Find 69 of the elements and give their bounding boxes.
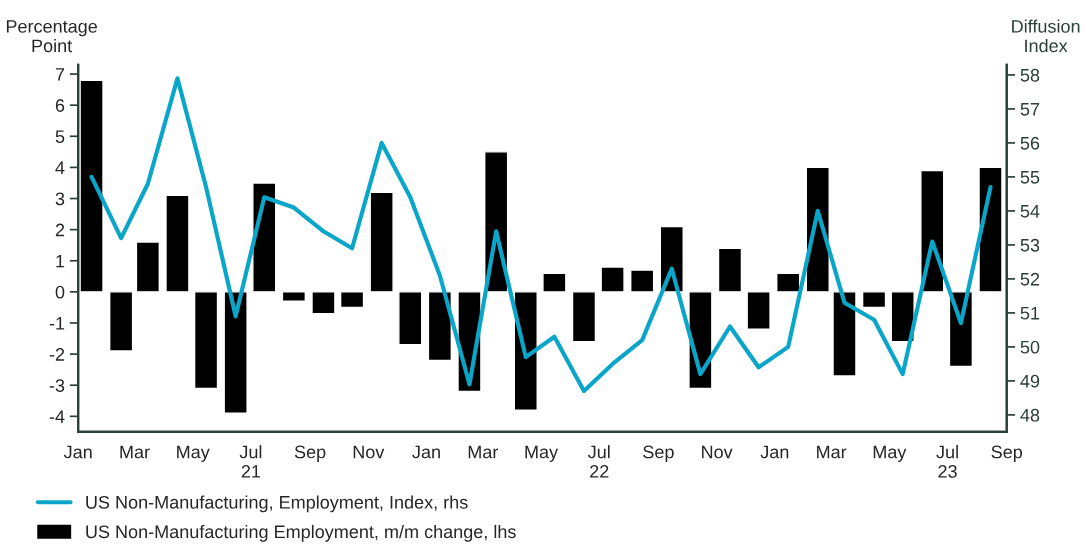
y-tick-label: 2 bbox=[55, 223, 65, 237]
x-tick-label: Sep bbox=[991, 445, 1023, 462]
y2-tick-label: 53 bbox=[1020, 238, 1040, 252]
x-tick-label: Mar bbox=[468, 445, 499, 459]
bar bbox=[746, 291, 771, 330]
bar bbox=[861, 291, 887, 309]
y-tick-label: 6 bbox=[55, 99, 65, 112]
x-tick-label: Jul 22 bbox=[587, 445, 610, 478]
y2-tick-label: 52 bbox=[1020, 272, 1040, 286]
legend-label: US Non-Manufacturing Employment, m/m change, lhs bbox=[86, 524, 516, 542]
bar bbox=[600, 266, 625, 293]
x-tick-label: May bbox=[525, 445, 559, 462]
bar bbox=[890, 291, 915, 343]
y2-tick-label: 50 bbox=[1020, 340, 1040, 354]
x-tick-label: Sep bbox=[643, 445, 674, 462]
y-tick-label: 1 bbox=[56, 254, 65, 268]
y2-tick-label: 57 bbox=[1020, 103, 1040, 116]
bar bbox=[571, 291, 597, 343]
y-tick-label: 4 bbox=[55, 161, 65, 174]
y-axis-title: Percentage Point bbox=[6, 20, 97, 53]
bar bbox=[776, 272, 801, 293]
x-tick-label: May bbox=[177, 445, 210, 462]
x-tick-label: Jan bbox=[760, 445, 789, 459]
y-tick-label: -4 bbox=[49, 410, 65, 423]
bar bbox=[108, 291, 134, 352]
bar bbox=[281, 291, 307, 302]
x-tick-label: Jan bbox=[412, 445, 440, 459]
x-tick-label: Jul 23 bbox=[936, 445, 958, 478]
bar bbox=[79, 79, 104, 293]
y2-tick-label: 49 bbox=[1020, 374, 1040, 388]
bar bbox=[630, 269, 655, 293]
bar bbox=[193, 291, 219, 390]
y2-tick-label: 58 bbox=[1020, 68, 1040, 82]
y-tick-label: 5 bbox=[55, 130, 65, 144]
bar bbox=[165, 194, 190, 293]
bar bbox=[978, 166, 1003, 293]
bar bbox=[427, 291, 453, 362]
x-tick-label: Jul 21 bbox=[239, 445, 262, 478]
bar bbox=[513, 291, 538, 411]
bar bbox=[542, 272, 567, 293]
y-tick-label: -1 bbox=[49, 317, 65, 330]
x-tick-label: Jan bbox=[63, 445, 92, 459]
y-tick-label: -3 bbox=[49, 379, 65, 392]
bar bbox=[311, 291, 336, 315]
y2-tick-label: 51 bbox=[1020, 307, 1040, 320]
y2-tick-label: 56 bbox=[1020, 136, 1040, 150]
y2-tick-label: 54 bbox=[1020, 205, 1040, 218]
y2-tick-label: 48 bbox=[1020, 408, 1040, 422]
y-tick-label: 0 bbox=[55, 285, 65, 299]
bar bbox=[135, 241, 161, 293]
bar bbox=[398, 291, 423, 346]
y-tick-label: 7 bbox=[55, 68, 65, 81]
line-series bbox=[89, 76, 993, 394]
y-tick-label: -2 bbox=[49, 348, 65, 361]
y-tick-label: 3 bbox=[55, 192, 65, 206]
x-tick-label: May bbox=[873, 445, 907, 462]
bar bbox=[369, 191, 394, 293]
bar bbox=[223, 291, 248, 414]
y2-tick-label: 55 bbox=[1020, 171, 1040, 184]
bar bbox=[339, 291, 365, 309]
x-tick-label: Mar bbox=[120, 445, 150, 459]
bar bbox=[832, 291, 857, 377]
y2-axis-title: Diffusion Index bbox=[1012, 19, 1080, 53]
x-tick-label: Sep bbox=[294, 445, 326, 462]
x-tick-label: Mar bbox=[817, 445, 847, 459]
x-tick-label: Nov bbox=[353, 445, 385, 459]
x-tick-label: Nov bbox=[702, 445, 733, 459]
bar bbox=[717, 247, 743, 293]
legend-label: US Non-Manufacturing, Employment, Index, rhs bbox=[86, 495, 468, 513]
